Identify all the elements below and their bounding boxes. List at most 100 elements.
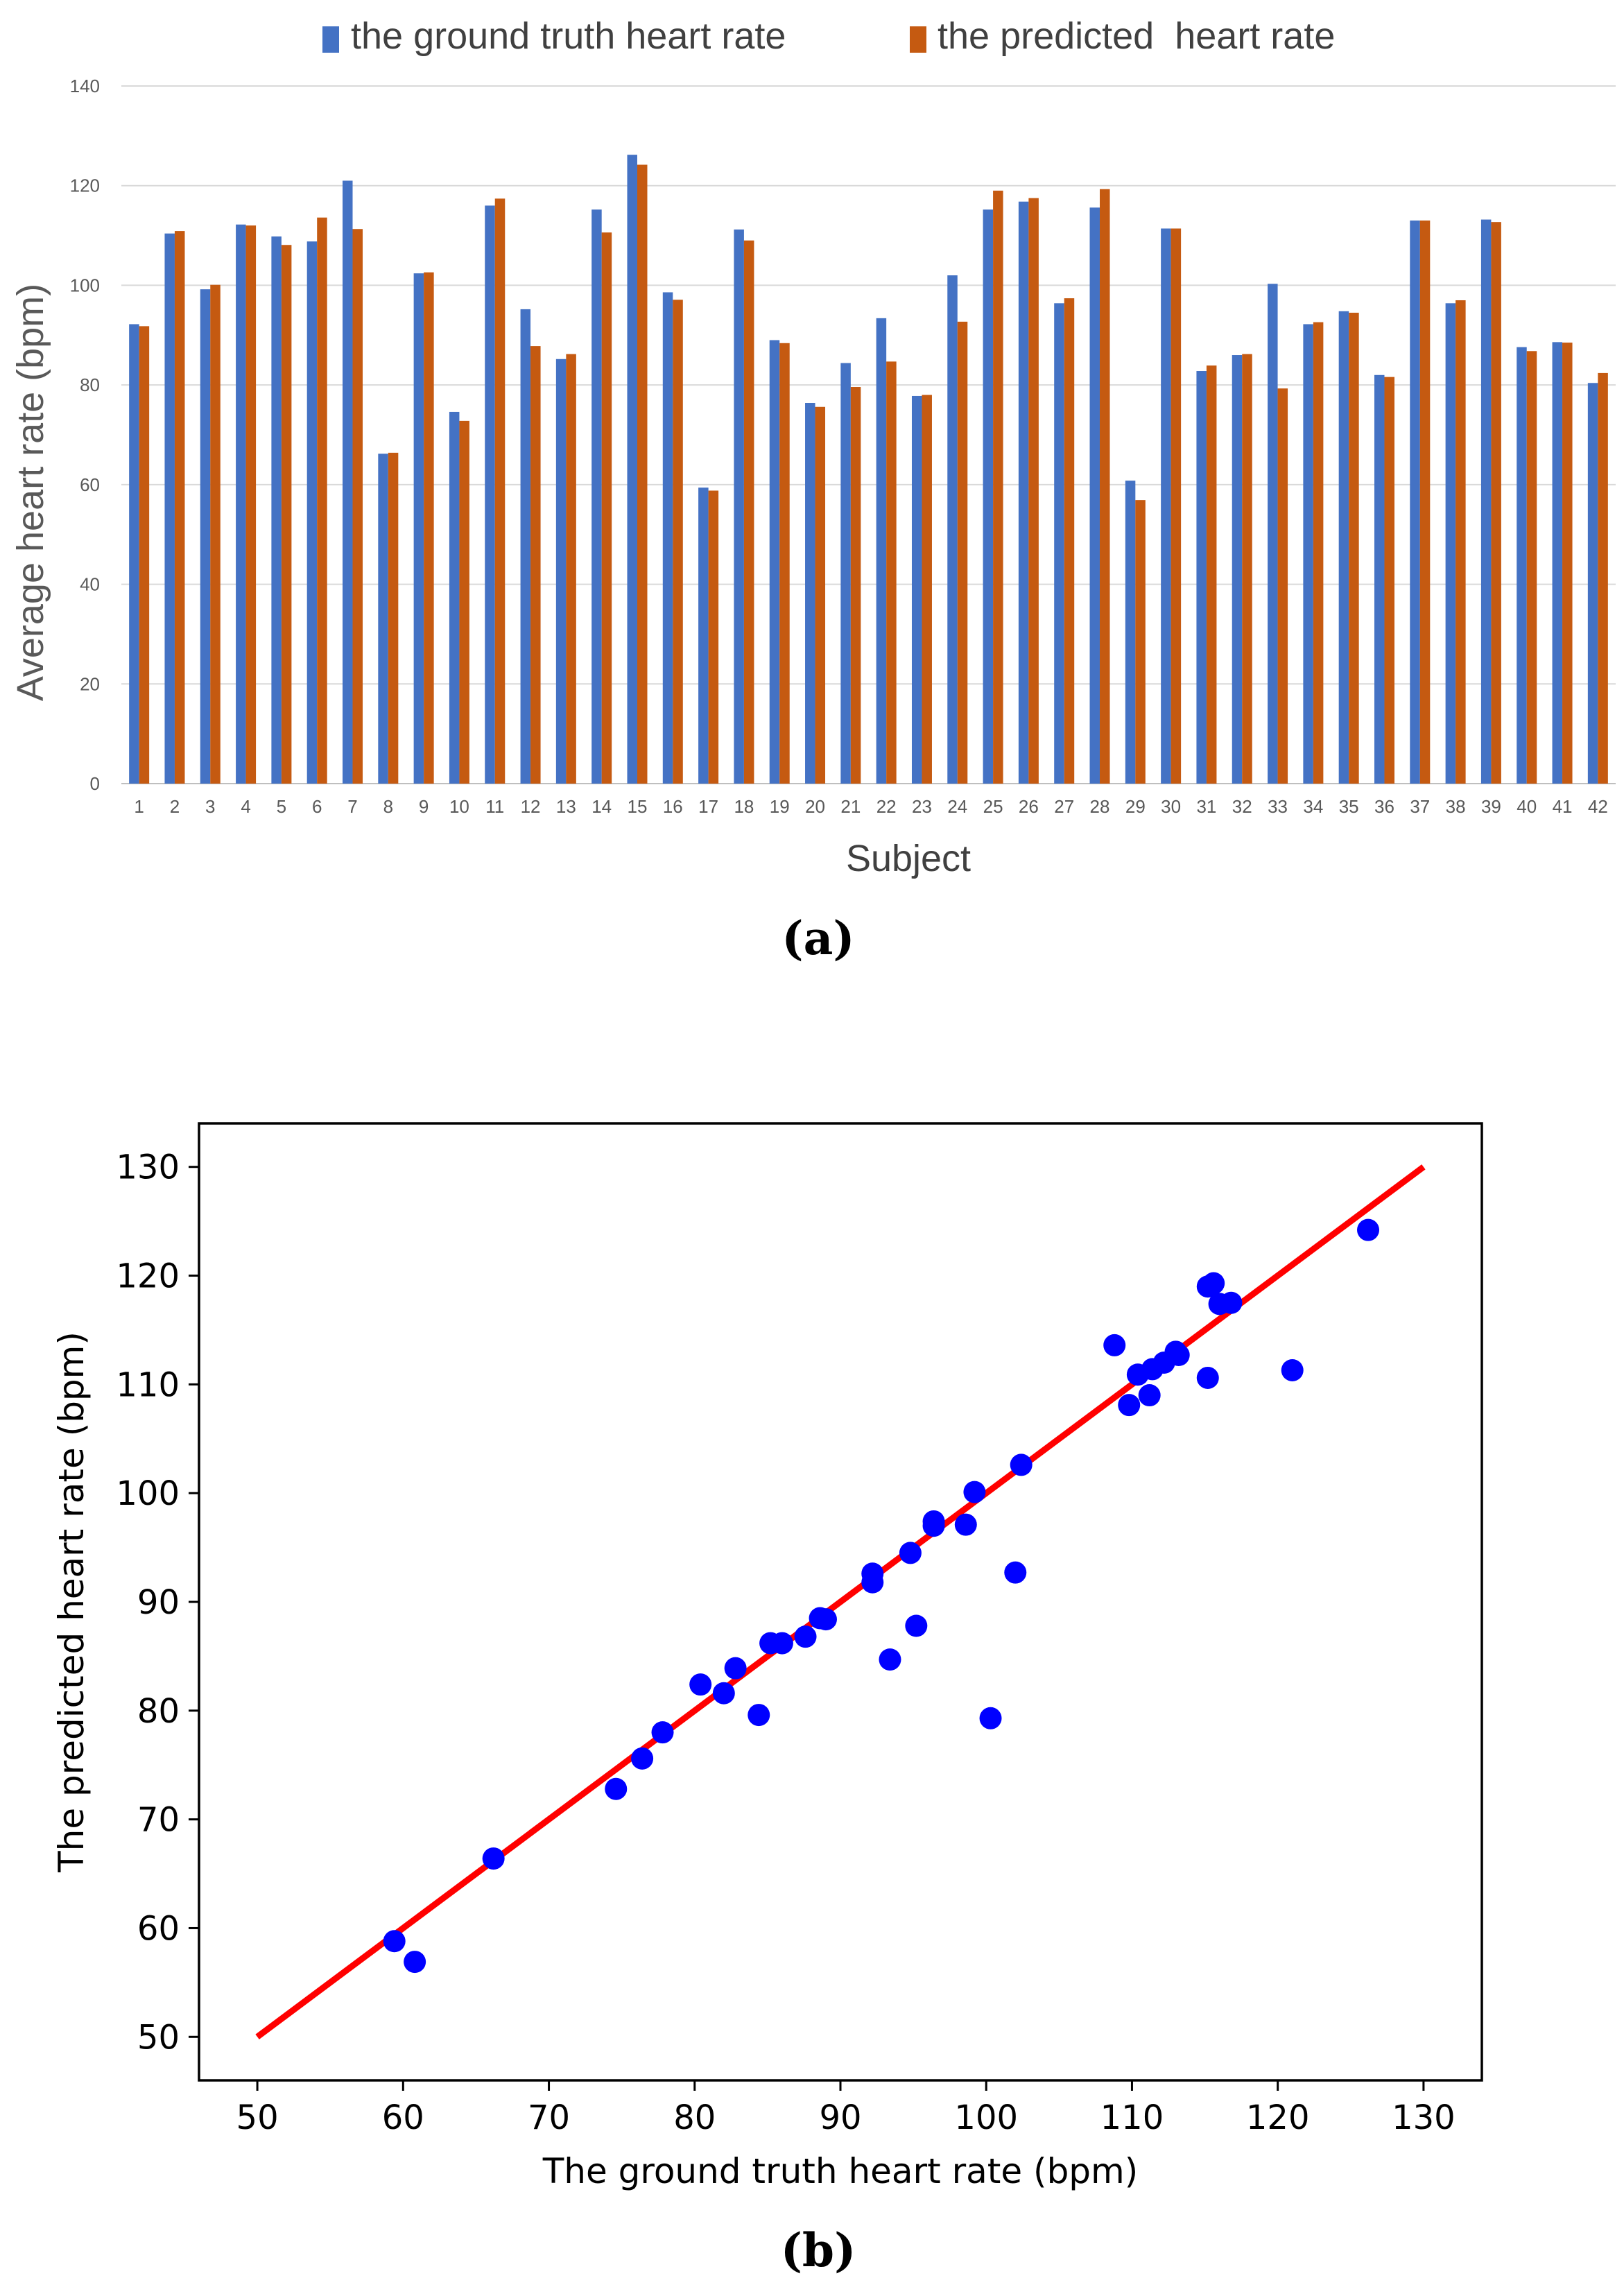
x-tick-label: 1 (134, 796, 144, 817)
scatter-point (1103, 1334, 1126, 1356)
panel-a-bar-chart: the ground truth heart rate the predicte… (10, 15, 1616, 965)
bar-predicted (1277, 388, 1288, 784)
scatter-point (383, 1930, 406, 1953)
x-tick-label: 34 (1303, 796, 1323, 817)
x-tick-label: 15 (628, 796, 648, 817)
x-tick-label: 39 (1481, 796, 1501, 817)
x-tick-label: 40 (1517, 796, 1537, 817)
bar-predicted (494, 198, 506, 784)
x-tick-label: 3 (205, 796, 215, 817)
scatter-point (770, 1632, 793, 1655)
bar-ground-truth (129, 324, 139, 784)
x-axis-title: The ground truth heart rate (bpm) (542, 2151, 1139, 2191)
bar-predicted (1419, 221, 1431, 784)
bar-predicted (317, 217, 327, 784)
bar-ground-truth (378, 454, 388, 784)
y-tick-label: 80 (80, 374, 100, 395)
bar-ground-truth (1196, 371, 1207, 784)
x-tick-label: 90 (819, 2098, 861, 2137)
x-tick-label: 6 (312, 796, 322, 817)
bar-ground-truth (236, 224, 246, 784)
bar-ground-truth (947, 275, 958, 784)
panel-label-a: (a) (781, 911, 854, 965)
bar-ground-truth (200, 289, 211, 784)
scatter-point (954, 1513, 977, 1536)
x-tick-label: 36 (1374, 796, 1394, 817)
fit-line (255, 1164, 1426, 2039)
bar-ground-truth (840, 363, 851, 784)
scatter-point (809, 1607, 831, 1630)
bar-predicted (601, 232, 612, 784)
x-tick-label: 120 (1246, 2098, 1310, 2137)
x-tick-label: 9 (419, 796, 429, 817)
bar-ground-truth (1018, 201, 1029, 784)
bar-predicted (1064, 298, 1075, 784)
scatter-point (712, 1682, 735, 1705)
x-tick-label: 20 (805, 796, 825, 817)
bar-ground-truth (1552, 342, 1563, 784)
legend-label-predicted: the predicted heart rate (938, 15, 1335, 57)
bar-ground-truth (1089, 207, 1100, 784)
x-tick-label: 23 (912, 796, 932, 817)
bar-ground-truth (1268, 284, 1278, 784)
x-tick-label: 27 (1054, 796, 1074, 817)
bar-predicted (1526, 351, 1537, 784)
bar-predicted (957, 321, 968, 784)
bar-predicted (1242, 354, 1252, 784)
bar-ground-truth (662, 292, 673, 784)
x-tick-label: 21 (840, 796, 861, 817)
bar-predicted (245, 225, 257, 784)
bar-ground-truth (591, 209, 602, 784)
scatter-point (605, 1777, 628, 1800)
y-tick-label: 80 (137, 1692, 180, 1731)
bar-predicted (743, 240, 754, 784)
x-tick-label: 70 (528, 2098, 570, 2137)
bar-predicted (459, 420, 469, 784)
bar-predicted (1349, 312, 1359, 784)
bar-predicted (673, 300, 683, 784)
scatter-point (1281, 1358, 1304, 1381)
x-tick-label: 11 (485, 796, 504, 817)
x-tick-label: 29 (1125, 796, 1146, 817)
bar-predicted (993, 190, 1003, 784)
x-axis-ticks: 50 60 70 80 90 100 110 120 130 (236, 2080, 1455, 2137)
x-tick-label: 24 (947, 796, 967, 817)
x-tick-label: 60 (382, 2098, 424, 2137)
x-tick-label: 26 (1019, 796, 1039, 817)
scatter-point (1220, 1291, 1243, 1314)
bar-ground-truth (698, 487, 709, 784)
x-tick-label: 37 (1410, 796, 1430, 817)
bar-predicted (708, 490, 719, 784)
legend: the ground truth heart rate the predicte… (322, 15, 1335, 57)
x-tick-label: 13 (556, 796, 576, 817)
scatter-point (1141, 1358, 1164, 1381)
x-tick-label: 17 (698, 796, 718, 817)
scatter-point (879, 1648, 901, 1671)
x-tick-label: 31 (1196, 796, 1216, 817)
bar-predicted (174, 231, 185, 784)
y-tick-label: 70 (137, 1801, 180, 1840)
y-axis-title: Average heart rate (bpm) (10, 284, 51, 701)
bar-ground-truth (1517, 347, 1527, 784)
bar-predicted (815, 406, 826, 784)
bar-predicted (210, 284, 221, 784)
bar-ground-truth (1125, 481, 1136, 784)
x-tick-label: 10 (449, 796, 469, 817)
bar-ground-truth (449, 411, 460, 784)
y-tick-label: 60 (137, 1909, 180, 1948)
legend-swatch-ground-truth (322, 26, 339, 53)
bar-ground-truth (413, 273, 424, 784)
scatter-point (482, 1847, 505, 1870)
bar-ground-truth (306, 241, 318, 784)
x-tick-label: 100 (954, 2098, 1018, 2137)
scatter-point (724, 1657, 747, 1680)
scatter-point (404, 1951, 426, 1974)
x-tick-label: 2 (170, 796, 180, 817)
x-tick-label: 32 (1232, 796, 1252, 817)
scatter-point (922, 1515, 945, 1537)
x-tick-label: 42 (1588, 796, 1608, 817)
x-tick-label: 110 (1100, 2098, 1164, 2137)
bar-ground-truth (1445, 303, 1456, 784)
x-tick-label: 38 (1446, 796, 1466, 817)
x-tick-label: 4 (241, 796, 250, 817)
